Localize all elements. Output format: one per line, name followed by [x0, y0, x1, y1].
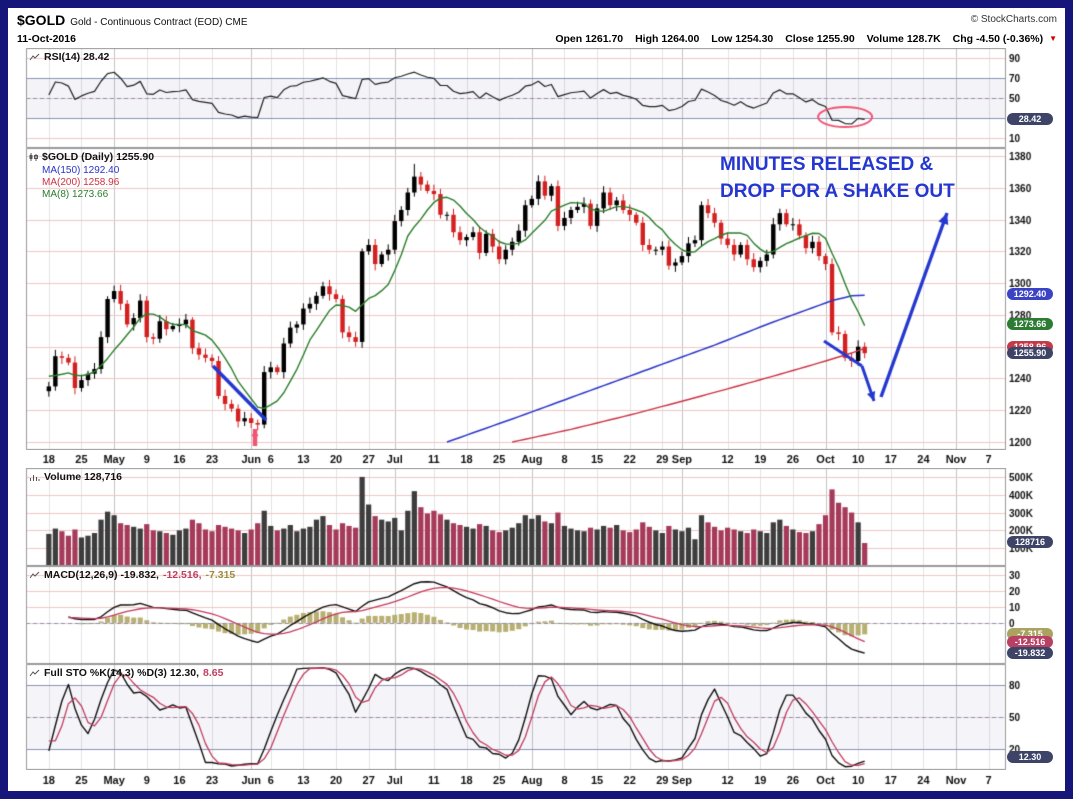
rsi-line-icon [29, 53, 40, 60]
volume-legend: Volume 128,716 [29, 471, 122, 483]
stochastics-value-box: 12.30 [1007, 751, 1053, 763]
annotation-note-line1: MINUTES RELEASED & [720, 154, 934, 175]
rsi-legend-text: RSI(14) 28.42 [44, 51, 110, 63]
rsi-value-box: 28.42 [1007, 113, 1053, 125]
stochastics-d-legend: 8.65 [203, 667, 224, 679]
low-label: Low [711, 33, 733, 45]
stochastics-canvas [8, 664, 1065, 770]
copyright: © StockCharts.com [970, 14, 1057, 25]
symbol: $GOLD [17, 12, 66, 28]
volume-label: Volume [866, 33, 904, 45]
open-label: Open [555, 33, 583, 45]
macd-panel: MACD(12,26,9) -19.832, -12.516, -7.315 -… [8, 566, 1065, 664]
close-value-box: 1255.90 [1007, 347, 1053, 359]
open-value: 1261.70 [585, 33, 624, 45]
volume-legend-text: Volume 128,716 [44, 471, 123, 483]
candlestick-icon [29, 153, 38, 161]
high-label: High [635, 33, 659, 45]
volume-panel: Volume 128,716 128716 [8, 468, 1065, 566]
stochastics-legend: Full STO %K(14,3) %D(3) 12.30, 8.65 [29, 667, 223, 679]
ma150-value-box: 1292.40 [1007, 288, 1053, 300]
chart-inner: $GOLD Gold - Continuous Contract (EOD) CM… [8, 8, 1065, 791]
macd-hist-legend: -7.315 [205, 569, 236, 581]
ma8-value-box: 1273.66 [1007, 318, 1053, 330]
date-axis-top-canvas [8, 450, 1065, 468]
volume-bars-icon [30, 474, 40, 481]
macd-canvas [8, 566, 1065, 664]
symbol-description: Gold - Continuous Contract (EOD) CME [70, 17, 248, 28]
high-value: 1264.00 [661, 33, 700, 45]
chart-date: 11-Oct-2016 [17, 33, 76, 45]
volume-value: 128.7K [906, 33, 941, 45]
stochastics-line-icon [29, 669, 40, 676]
rsi-legend: RSI(14) 28.42 [29, 51, 109, 63]
ma8-legend: MA(8) 1273.66 [42, 189, 109, 200]
ma150-legend: MA(150) 1292.40 [42, 165, 120, 176]
date-axis-top [8, 450, 1065, 468]
annotation-note-line2: DROP FOR A SHAKE OUT [720, 181, 955, 202]
macd-value-box: -19.832 [1007, 647, 1053, 659]
header-row-2: 11-Oct-2016 Open 1261.70 High 1264.00 Low 1… [8, 32, 1065, 48]
volume-canvas [8, 468, 1065, 566]
macd-legend-text: MACD(12,26,9) -19.832, [44, 569, 159, 581]
ma200-legend: MA(200) 1258.96 [42, 177, 120, 188]
close-value: 1255.90 [816, 33, 855, 45]
price-legend-text: $GOLD (Daily) 1255.90 [42, 151, 155, 163]
rsi-canvas [8, 48, 1065, 148]
date-axis-bottom [8, 770, 1065, 791]
stochastics-panel: Full STO %K(14,3) %D(3) 12.30, 8.65 12.3… [8, 664, 1065, 770]
chg-label: Chg [952, 33, 974, 45]
volume-value-box: 128716 [1007, 536, 1053, 548]
date-axis-bottom-canvas [8, 770, 1065, 791]
macd-signal-value-box: -12.516 [1007, 636, 1053, 648]
stochastics-legend-text: Full STO %K(14,3) %D(3) 12.30, [44, 667, 200, 679]
macd-legend: MACD(12,26,9) -19.832, -12.516, -7.315 [29, 569, 235, 581]
quote-summary: Open 1261.70 High 1264.00 Low 1254.30 Close… [546, 33, 1057, 45]
chg-value: -4.50 (-0.36%) [976, 33, 1044, 45]
price-legend: $GOLD (Daily) 1255.90 [29, 151, 154, 163]
change-down-triangle-icon: ▼ [1049, 34, 1057, 43]
macd-signal-legend: -12.516, [162, 569, 202, 581]
macd-line-icon [29, 571, 40, 578]
header-row-1: $GOLD Gold - Continuous Contract (EOD) CM… [8, 8, 1065, 32]
price-canvas [8, 148, 1065, 450]
close-label: Close [785, 33, 814, 45]
price-panel: $GOLD (Daily) 1255.90 MA(150) 1292.40 MA… [8, 148, 1065, 450]
low-value: 1254.30 [735, 33, 774, 45]
annotation-note: MINUTES RELEASED & DROP FOR A SHAKE OUT [720, 151, 955, 205]
rsi-panel: RSI(14) 28.42 28.42 [8, 48, 1065, 148]
